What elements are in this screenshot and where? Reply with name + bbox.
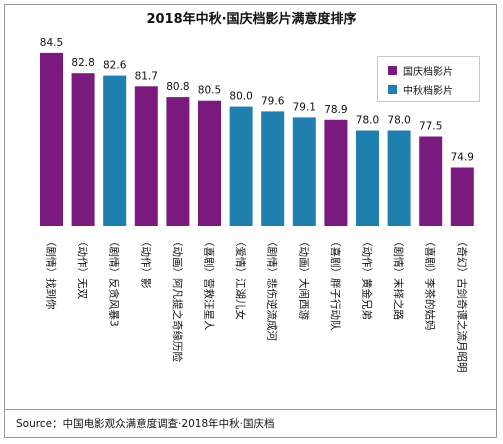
category-label-4: （动画）阿凡提之奇缘历险: [171, 236, 184, 362]
value-label-13: 74.9: [451, 152, 474, 164]
value-label-11: 78.0: [387, 115, 410, 127]
bar-9: [324, 119, 348, 226]
value-label-7: 79.6: [261, 95, 285, 107]
category-label-9: （喜剧）胖子行动队: [329, 236, 342, 331]
category-label-8: （动画）大闹西游: [297, 236, 310, 320]
bar-4: [166, 97, 190, 226]
bar-0: [40, 52, 63, 227]
category-label-10: （动作）黄金兄弟: [361, 236, 374, 320]
legend-item-guoqing: 国庆档影片: [388, 63, 453, 78]
legend: 国庆档影片 中秋档影片: [377, 56, 480, 102]
value-label-9: 78.9: [324, 104, 347, 116]
footer-divider: [4, 409, 497, 410]
value-label-5: 80.5: [198, 85, 221, 97]
category-label-12: （喜剧）李茶的姑妈: [424, 236, 437, 331]
bar-7: [261, 111, 285, 226]
category-label-13: （奇幻）古剑奇谭之流月昭明: [455, 236, 468, 373]
category-label-2: （剧情）反贪风暴3: [108, 236, 121, 327]
value-label-3: 81.7: [135, 70, 158, 82]
category-label-11: （剧情）末择之路: [392, 236, 405, 320]
value-label-4: 80.8: [166, 81, 189, 93]
bar-1: [71, 73, 95, 226]
value-label-12: 77.5: [419, 121, 442, 133]
bar-10: [356, 130, 379, 226]
value-label-1: 82.8: [71, 57, 94, 69]
bar-12: [419, 136, 443, 226]
category-label-3: （动作）影: [139, 236, 152, 289]
value-label-8: 79.1: [293, 101, 316, 113]
value-label-10: 78.0: [356, 115, 379, 127]
bar-6: [229, 106, 253, 226]
legend-swatch-guoqing: [388, 65, 397, 75]
bar-8: [292, 117, 316, 226]
value-label-2: 82.6: [103, 60, 127, 72]
category-label-6: （爱情）江湖儿女: [234, 236, 247, 320]
category-label-5: （喜剧）营救汪星人: [203, 236, 216, 331]
value-label-0: 84.5: [40, 37, 63, 49]
category-label-7: （剧情）悲伤逆流成河: [266, 236, 279, 341]
chart-title: 2018年中秋·国庆档影片满意度排序: [146, 12, 357, 27]
legend-label-guoqing: 国庆档影片: [403, 66, 453, 78]
legend-swatch-zhongqiu: [388, 84, 397, 94]
bar-3: [134, 86, 158, 226]
bar-13: [450, 167, 474, 226]
category-label-0: （剧情）找到你: [45, 236, 58, 310]
bar-5: [198, 100, 221, 226]
source-note: Source：中国电影观众满意度调查·2018年中秋·国庆档: [16, 418, 275, 430]
legend-item-zhongqiu: 中秋档影片: [388, 82, 453, 97]
category-label-1: （动作）无双: [76, 236, 88, 299]
value-label-6: 80.0: [229, 91, 252, 103]
legend-label-zhongqiu: 中秋档影片: [403, 85, 453, 97]
bar-2: [103, 75, 127, 226]
bar-11: [387, 130, 411, 226]
